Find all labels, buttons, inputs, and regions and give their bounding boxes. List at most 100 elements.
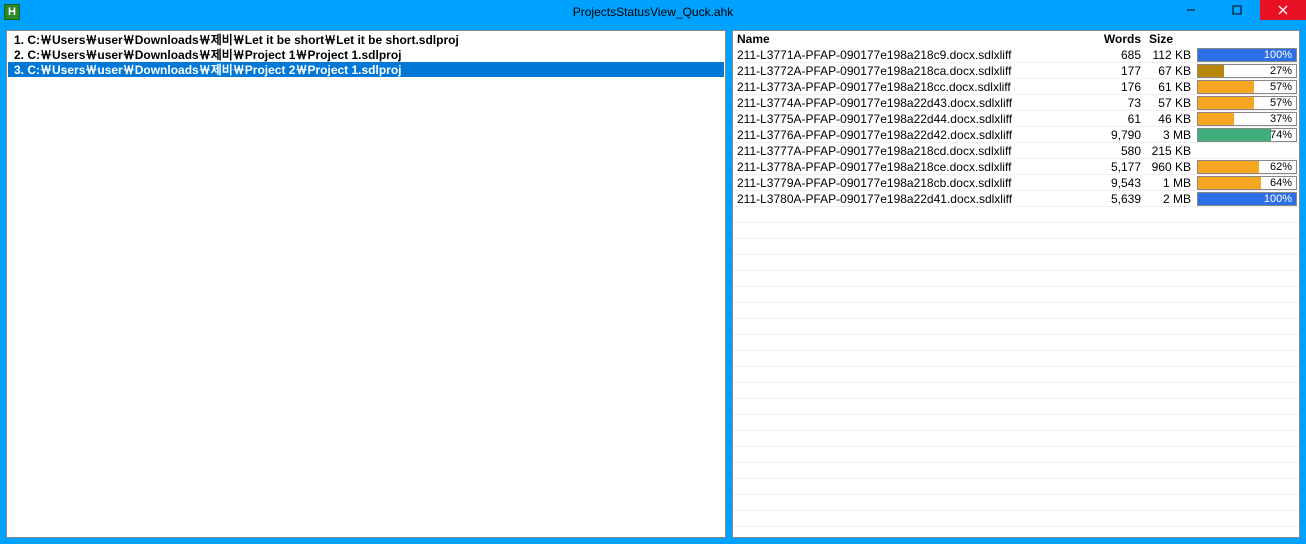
project-item[interactable]: 1. C:￦Users￦user￦Downloads￦제비￦Let it be … <box>8 32 724 47</box>
file-size: 960 KB <box>1147 160 1195 174</box>
file-row[interactable]: 211-L3773A-PFAP-090177e198a218cc.docx.sd… <box>733 79 1299 95</box>
empty-row <box>733 303 1299 319</box>
file-progress-cell: 100% <box>1195 47 1299 63</box>
file-words: 61 <box>1089 112 1147 126</box>
file-name: 211-L3778A-PFAP-090177e198a218ce.docx.sd… <box>733 160 1089 174</box>
empty-row <box>733 399 1299 415</box>
progress-label: 57% <box>1270 97 1292 109</box>
file-name: 211-L3772A-PFAP-090177e198a218ca.docx.sd… <box>733 64 1089 78</box>
empty-row <box>733 255 1299 271</box>
file-progress-cell: 64% <box>1195 175 1299 191</box>
empty-row <box>733 223 1299 239</box>
file-row[interactable]: 211-L3780A-PFAP-090177e198a22d41.docx.sd… <box>733 191 1299 207</box>
close-button[interactable] <box>1260 0 1306 20</box>
projects-panel[interactable]: 1. C:￦Users￦user￦Downloads￦제비￦Let it be … <box>6 30 726 538</box>
progress-bar: 64% <box>1197 176 1297 190</box>
empty-row <box>733 271 1299 287</box>
progress-bar: 57% <box>1197 96 1297 110</box>
empty-row <box>733 287 1299 303</box>
empty-row <box>733 431 1299 447</box>
app-icon: H <box>4 4 20 20</box>
file-name: 211-L3779A-PFAP-090177e198a218cb.docx.sd… <box>733 176 1089 190</box>
file-words: 9,543 <box>1089 176 1147 190</box>
file-progress-cell: 57% <box>1195 79 1299 95</box>
progress-label: 100% <box>1264 49 1292 61</box>
file-row[interactable]: 211-L3774A-PFAP-090177e198a22d43.docx.sd… <box>733 95 1299 111</box>
header-size[interactable]: Size <box>1147 32 1195 46</box>
empty-row <box>733 463 1299 479</box>
file-progress-cell: 62% <box>1195 159 1299 175</box>
titlebar[interactable]: H ProjectsStatusView_Quck.ahk <box>0 0 1306 24</box>
empty-row <box>733 447 1299 463</box>
file-words: 176 <box>1089 80 1147 94</box>
empty-row <box>733 479 1299 495</box>
header-name[interactable]: Name <box>733 32 1089 46</box>
progress-label: 27% <box>1270 65 1292 77</box>
file-name: 211-L3771A-PFAP-090177e198a218c9.docx.sd… <box>733 48 1089 62</box>
file-words: 177 <box>1089 64 1147 78</box>
empty-row <box>733 511 1299 527</box>
progress-label: 62% <box>1270 161 1292 173</box>
progress-bar: 100% <box>1197 192 1297 206</box>
progress-bar: 62% <box>1197 160 1297 174</box>
files-header-row: Name Words Size <box>733 31 1299 47</box>
progress-bar: 74% <box>1197 128 1297 142</box>
file-row[interactable]: 211-L3775A-PFAP-090177e198a22d44.docx.sd… <box>733 111 1299 127</box>
progress-bar: 27% <box>1197 64 1297 78</box>
file-row[interactable]: 211-L3777A-PFAP-090177e198a218cd.docx.sd… <box>733 143 1299 159</box>
project-item[interactable]: 2. C:￦Users￦user￦Downloads￦제비￦Project 1￦… <box>8 47 724 62</box>
file-name: 211-L3780A-PFAP-090177e198a22d41.docx.sd… <box>733 192 1089 206</box>
file-row[interactable]: 211-L3778A-PFAP-090177e198a218ce.docx.sd… <box>733 159 1299 175</box>
progress-label: 64% <box>1270 177 1292 189</box>
file-words: 5,639 <box>1089 192 1147 206</box>
file-row[interactable]: 211-L3779A-PFAP-090177e198a218cb.docx.sd… <box>733 175 1299 191</box>
file-size: 57 KB <box>1147 96 1195 110</box>
file-words: 5,177 <box>1089 160 1147 174</box>
file-progress-cell: 27% <box>1195 63 1299 79</box>
file-progress-cell: 74% <box>1195 127 1299 143</box>
empty-row <box>733 383 1299 399</box>
file-name: 211-L3774A-PFAP-090177e198a22d43.docx.sd… <box>733 96 1089 110</box>
file-name: 211-L3776A-PFAP-090177e198a22d42.docx.sd… <box>733 128 1089 142</box>
empty-row <box>733 319 1299 335</box>
content-area: 1. C:￦Users￦user￦Downloads￦제비￦Let it be … <box>0 24 1306 544</box>
header-words[interactable]: Words <box>1089 32 1147 46</box>
file-words: 580 <box>1089 144 1147 158</box>
file-size: 3 MB <box>1147 128 1195 142</box>
empty-row <box>733 495 1299 511</box>
progress-bar: 37% <box>1197 112 1297 126</box>
window-title: ProjectsStatusView_Quck.ahk <box>573 5 734 19</box>
file-size: 2 MB <box>1147 192 1195 206</box>
file-name: 211-L3775A-PFAP-090177e198a22d44.docx.sd… <box>733 112 1089 126</box>
files-rows: 211-L3771A-PFAP-090177e198a218c9.docx.sd… <box>733 47 1299 537</box>
progress-bar: 100% <box>1197 48 1297 62</box>
empty-row <box>733 239 1299 255</box>
file-size: 1 MB <box>1147 176 1195 190</box>
file-progress-cell: 37% <box>1195 111 1299 127</box>
maximize-button[interactable] <box>1214 0 1260 20</box>
file-row[interactable]: 211-L3771A-PFAP-090177e198a218c9.docx.sd… <box>733 47 1299 63</box>
minimize-button[interactable] <box>1168 0 1214 20</box>
file-progress-cell <box>1195 150 1299 152</box>
progress-label: 74% <box>1270 129 1292 141</box>
files-panel[interactable]: Name Words Size 211-L3771A-PFAP-090177e1… <box>732 30 1300 538</box>
progress-bar: 57% <box>1197 80 1297 94</box>
empty-row <box>733 415 1299 431</box>
file-words: 73 <box>1089 96 1147 110</box>
file-name: 211-L3777A-PFAP-090177e198a218cd.docx.sd… <box>733 144 1089 158</box>
file-size: 67 KB <box>1147 64 1195 78</box>
file-words: 9,790 <box>1089 128 1147 142</box>
file-words: 685 <box>1089 48 1147 62</box>
file-name: 211-L3773A-PFAP-090177e198a218cc.docx.sd… <box>733 80 1089 94</box>
progress-label: 100% <box>1264 193 1292 205</box>
project-item[interactable]: 3. C:￦Users￦user￦Downloads￦제비￦Project 2￦… <box>8 62 724 77</box>
file-progress-cell: 57% <box>1195 95 1299 111</box>
file-size: 215 KB <box>1147 144 1195 158</box>
file-row[interactable]: 211-L3776A-PFAP-090177e198a22d42.docx.sd… <box>733 127 1299 143</box>
empty-row <box>733 367 1299 383</box>
file-size: 61 KB <box>1147 80 1195 94</box>
file-row[interactable]: 211-L3772A-PFAP-090177e198a218ca.docx.sd… <box>733 63 1299 79</box>
window-controls <box>1168 0 1306 20</box>
file-progress-cell: 100% <box>1195 191 1299 207</box>
file-size: 46 KB <box>1147 112 1195 126</box>
